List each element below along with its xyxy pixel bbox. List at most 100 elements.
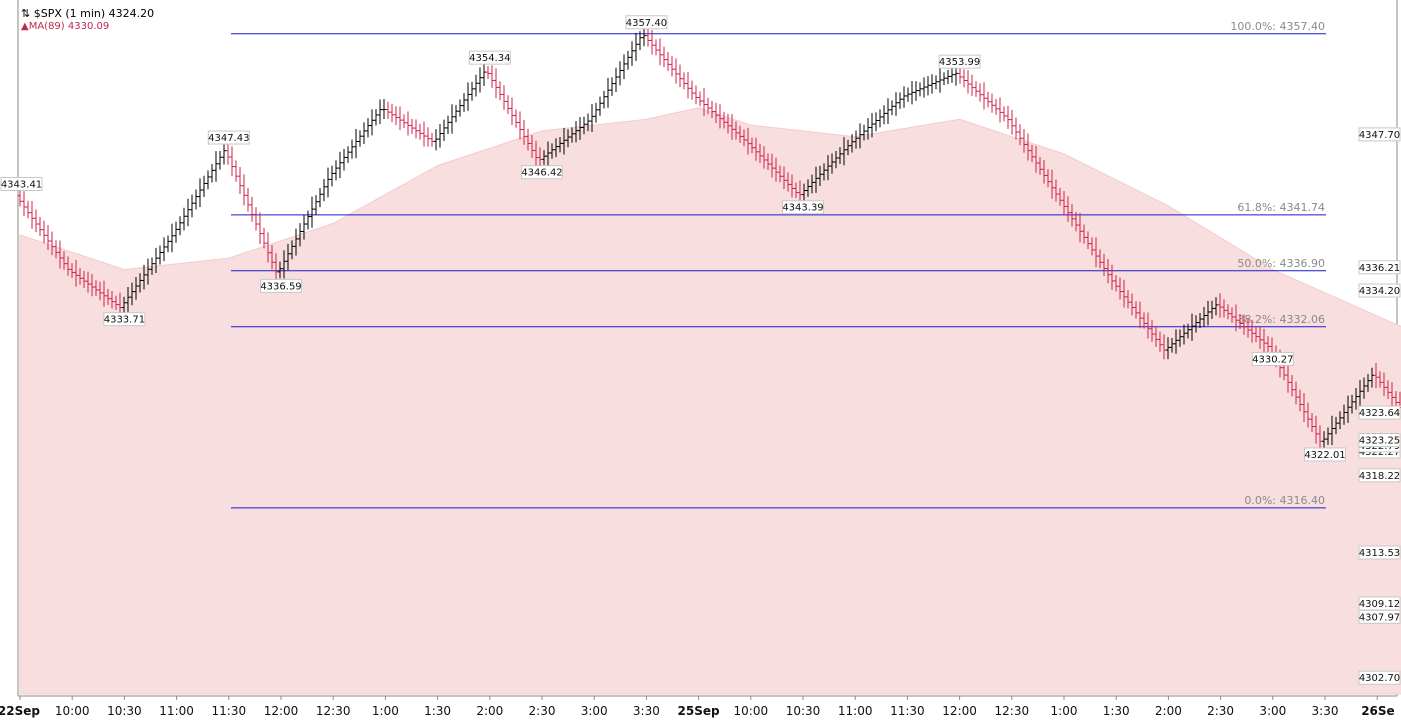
candle-311 <box>1262 328 1266 354</box>
candle-50 <box>218 150 222 170</box>
pivot-label-4[interactable]: 4354.34 <box>468 50 511 65</box>
x-tick-label-4: 11:30 <box>212 704 247 718</box>
pivot-label-5[interactable]: 4346.42 <box>521 165 563 180</box>
candle-48 <box>210 164 214 183</box>
pivot-label-16[interactable]: 4313.53 <box>1358 545 1401 560</box>
candle-27 <box>126 287 130 312</box>
candle-137 <box>566 129 570 148</box>
pivot-label-2[interactable]: 4347.43 <box>207 130 250 145</box>
x-tick-label-5: 12:00 <box>264 704 299 718</box>
pivot-label-text: 4336.21 <box>1359 263 1400 274</box>
candle-253 <box>1030 144 1034 163</box>
candle-46 <box>202 175 206 198</box>
pivot-label-0[interactable]: 4343.41 <box>0 177 43 192</box>
candle-145 <box>598 96 602 116</box>
pivot-label-6[interactable]: 4357.40 <box>625 15 668 30</box>
candle-189 <box>774 157 778 182</box>
candle-163 <box>670 56 674 77</box>
candle-226 <box>922 77 926 98</box>
candle-318 <box>1290 375 1294 397</box>
candle-308 <box>1250 319 1254 343</box>
candle-136 <box>562 127 566 155</box>
pivot-label-13[interactable]: 4302.70 <box>1358 670 1401 685</box>
candle-299 <box>1214 297 1218 316</box>
candle-152 <box>626 50 630 70</box>
candle-0 <box>18 189 22 207</box>
candle-309 <box>1254 327 1258 343</box>
candle-300 <box>1218 293 1222 318</box>
pivot-label-1[interactable]: 4333.71 <box>103 312 146 327</box>
candle-142 <box>586 113 590 132</box>
candle-76 <box>322 179 326 202</box>
candle-12 <box>66 256 70 276</box>
pivot-label-8[interactable]: 4353.99 <box>938 54 981 69</box>
x-tick-label-2: 10:30 <box>107 704 142 718</box>
candle-28 <box>130 282 134 306</box>
candle-207 <box>846 139 850 156</box>
pivot-label-18[interactable]: 4309.12 <box>1358 596 1401 611</box>
pivot-label-14[interactable]: 4323.64 <box>1358 405 1401 420</box>
pivot-label-17[interactable]: 4318.22 <box>1358 468 1401 483</box>
candle-41 <box>182 207 186 231</box>
candle-105 <box>438 124 442 148</box>
pivot-label-text: 4333.71 <box>104 315 145 326</box>
pivot-label-19[interactable]: 4307.97 <box>1358 609 1401 624</box>
candle-343 <box>1390 382 1394 407</box>
candle-327 <box>1326 427 1330 445</box>
pivot-label-9[interactable]: 4330.27 <box>1251 351 1294 366</box>
pivot-label-text: 4322.01 <box>1304 450 1345 461</box>
candle-118 <box>490 65 494 88</box>
pivot-label-box <box>938 54 981 69</box>
candle-107 <box>446 115 450 135</box>
candle-290 <box>1178 329 1182 347</box>
candle-140 <box>578 117 582 140</box>
candle-190 <box>778 165 782 183</box>
candle-16 <box>82 270 86 288</box>
x-tick-label-12: 3:30 <box>633 704 660 718</box>
candle-138 <box>570 127 574 143</box>
candle-244 <box>994 98 998 115</box>
candle-77 <box>326 167 330 198</box>
x-tick-label-8: 1:30 <box>424 704 451 718</box>
pivot-label-20[interactable]: 4336.21 <box>1358 260 1401 275</box>
candle-243 <box>990 93 994 113</box>
candle-179 <box>734 121 738 140</box>
pivot-label-10[interactable]: 4322.01 <box>1304 447 1346 462</box>
candle-213 <box>870 113 874 138</box>
candle-196 <box>802 183 806 201</box>
candle-289 <box>1174 329 1178 354</box>
candle-53 <box>230 146 234 177</box>
candle-112 <box>466 82 470 111</box>
pivot-label-3[interactable]: 4336.59 <box>260 278 302 293</box>
candle-133 <box>550 143 554 159</box>
candle-236 <box>962 69 966 88</box>
x-tick-label-18: 12:00 <box>942 704 977 718</box>
candle-319 <box>1294 381 1298 405</box>
candle-101 <box>422 121 426 147</box>
candle-34 <box>154 247 158 273</box>
candle-66 <box>282 250 286 279</box>
candle-205 <box>838 147 842 165</box>
x-tick-label-22: 2:00 <box>1155 704 1182 718</box>
candle-217 <box>886 98 890 124</box>
candle-175 <box>718 104 722 129</box>
pivot-label-21[interactable]: 4334.20 <box>1358 283 1401 298</box>
chart-type-icon[interactable]: ⇅ <box>21 7 31 20</box>
candle-131 <box>542 150 546 165</box>
x-tick-label-15: 10:30 <box>786 704 821 718</box>
candle-241 <box>982 82 986 110</box>
pivot-label-23[interactable]: 4323.25 <box>1358 433 1401 448</box>
candle-55 <box>238 166 242 195</box>
candle-317 <box>1286 363 1290 393</box>
candle-62 <box>266 232 270 263</box>
candle-248 <box>1010 109 1014 135</box>
pivot-label-text: 4330.27 <box>1252 354 1293 365</box>
candle-120 <box>498 81 502 101</box>
pivot-label-12[interactable]: 4347.70 <box>1358 127 1401 142</box>
candle-24 <box>114 295 118 311</box>
pivot-label-7[interactable]: 4343.39 <box>782 200 824 215</box>
candle-252 <box>1026 133 1030 161</box>
x-tick-label-16: 11:00 <box>838 704 873 718</box>
